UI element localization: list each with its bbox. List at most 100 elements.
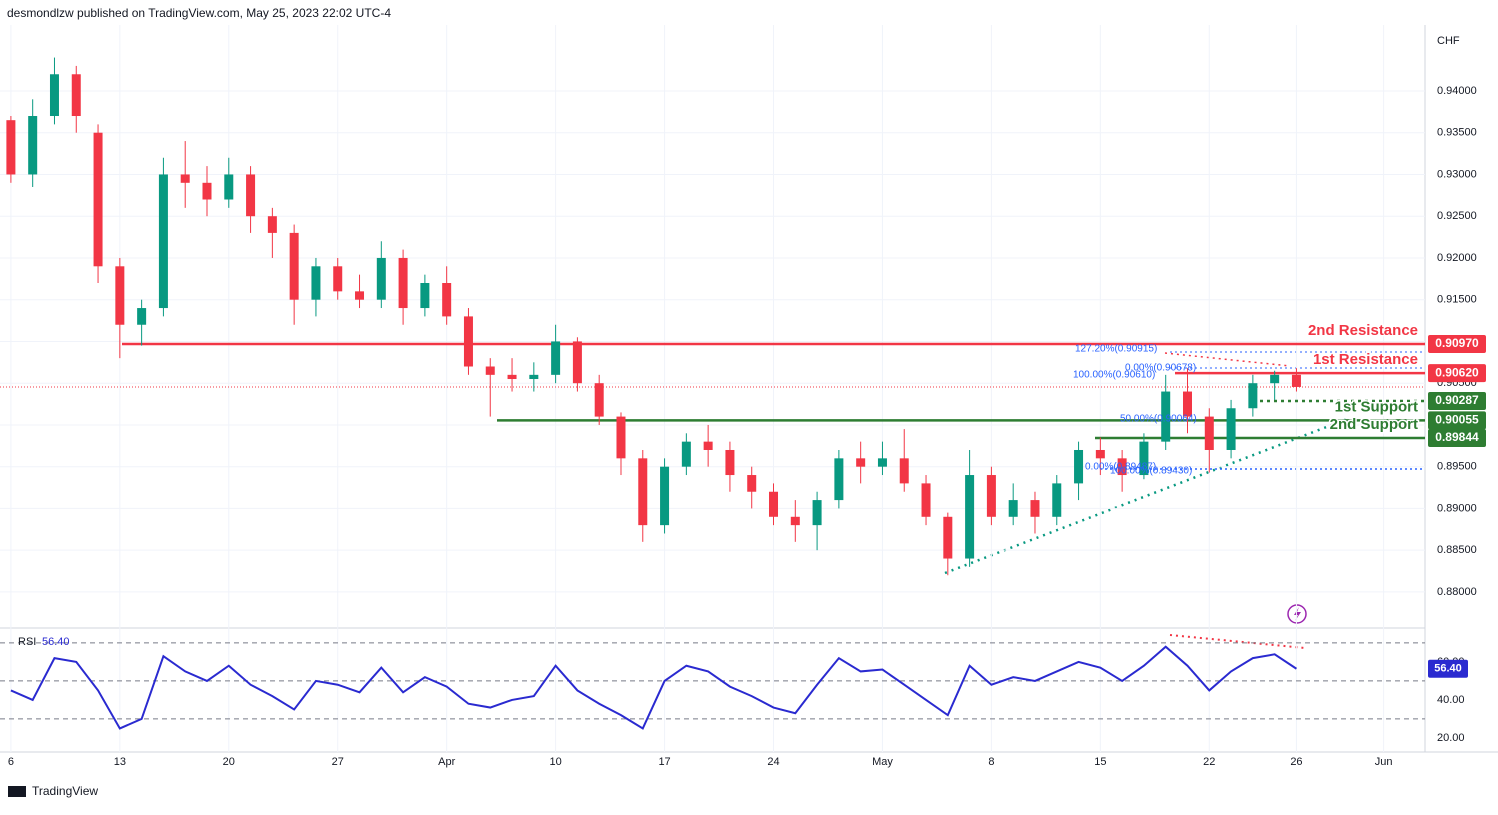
x-tick-label: 20 <box>223 756 235 768</box>
candle-body <box>856 458 866 467</box>
rsi-name: RSI <box>18 636 36 648</box>
fib-label: 100.00%(0.89430) <box>1110 466 1192 477</box>
candle-body <box>1291 374 1301 387</box>
candle-body <box>485 366 495 375</box>
candle-body <box>355 291 365 300</box>
level-badge-label: 0.90970 <box>1435 336 1479 350</box>
x-tick-label: 13 <box>114 756 126 768</box>
level-badge-label: 0.90287 <box>1435 393 1479 407</box>
candle-body <box>1008 500 1018 517</box>
candle-body <box>49 74 59 117</box>
x-tick-label: May <box>872 756 893 768</box>
x-tick-label: 17 <box>658 756 670 768</box>
candle-body <box>376 257 386 300</box>
candle-body <box>333 266 343 292</box>
candle-body <box>790 516 800 526</box>
level-badge <box>1428 428 1486 447</box>
y-tick-label: 0.94000 <box>1437 85 1477 97</box>
x-tick-label: 15 <box>1094 756 1106 768</box>
candle-body <box>703 441 713 450</box>
y-tick-label: 0.88500 <box>1437 544 1477 556</box>
candle-body <box>137 308 147 325</box>
candle-body <box>1030 500 1040 517</box>
rsi-badge-label: 56.40 <box>1434 663 1462 675</box>
candle-body <box>1074 449 1084 484</box>
candle-body <box>93 132 103 267</box>
rsi-tick-label: 40.00 <box>1437 694 1465 706</box>
candle-body <box>71 74 81 117</box>
fib-label: 0.00%(0.90678) <box>1125 363 1196 374</box>
level-name: 2nd Support <box>1330 416 1418 433</box>
event-icon[interactable] <box>1287 604 1307 624</box>
candle-body <box>398 257 408 309</box>
level-badge <box>1428 364 1486 383</box>
x-tick-label: 27 <box>332 756 344 768</box>
rsi-line <box>10 645 1297 730</box>
candle-body <box>1139 441 1149 476</box>
candle-body <box>289 232 299 300</box>
candle-body <box>463 316 473 367</box>
candle-body <box>1226 408 1236 450</box>
fib-label: 100.00%(0.90610) <box>1073 370 1155 381</box>
candle-body <box>551 341 561 375</box>
x-tick-label: Apr <box>438 756 455 768</box>
event-icon-bolt <box>1294 607 1301 621</box>
y-tick-label: 0.93000 <box>1437 168 1477 180</box>
candle-body <box>660 466 670 526</box>
header: desmondlzw published on TradingView.com,… <box>7 6 391 20</box>
candle-body <box>442 283 452 317</box>
candle-body <box>507 374 517 380</box>
x-tick-label: 10 <box>549 756 561 768</box>
candle-body <box>943 516 953 559</box>
candle-body <box>725 449 735 476</box>
candle-body <box>769 491 779 517</box>
candle-body <box>158 174 168 309</box>
level-name: 2nd Resistance <box>1308 322 1418 339</box>
x-tick-label: 24 <box>767 756 779 768</box>
candle-body <box>1161 391 1171 442</box>
candle-body <box>572 341 582 384</box>
candle-body <box>246 174 256 217</box>
rsi-divergence-line <box>1169 634 1306 649</box>
x-tick-label: 8 <box>988 756 994 768</box>
unit: CHF <box>1437 35 1460 47</box>
candle-body <box>115 266 125 325</box>
candle-body <box>1052 483 1062 517</box>
x-tick-label: 26 <box>1290 756 1302 768</box>
candle-body <box>681 441 691 467</box>
candle-body <box>986 475 996 517</box>
candle-body <box>529 374 539 380</box>
candle-body <box>1095 449 1105 459</box>
y-tick-label: 0.93500 <box>1437 127 1477 139</box>
candle-body <box>1183 391 1192 417</box>
candle-body <box>420 283 430 309</box>
level-name: 1st Support <box>1335 398 1418 415</box>
candle-body <box>834 458 844 501</box>
y-tick-label: 0.89000 <box>1437 502 1477 514</box>
x-tick-label: 6 <box>8 756 14 768</box>
y-tick-label: 0.92500 <box>1437 210 1477 222</box>
candle-body <box>638 458 648 526</box>
candle-body <box>921 483 931 517</box>
rsi-badge <box>1428 659 1468 678</box>
fib-label: 0.00%(0.89487) <box>1085 462 1156 473</box>
level-badge-label: 0.89844 <box>1435 430 1479 444</box>
x-tick-label: Jun <box>1375 756 1393 768</box>
level-badge-label: 0.90055 <box>1435 413 1479 427</box>
y-tick-label: 0.89500 <box>1437 461 1477 473</box>
level-name: 1st Resistance <box>1313 351 1418 368</box>
candle-body <box>6 120 16 175</box>
fib-label: 127.20%(0.90915) <box>1075 344 1157 355</box>
logo <box>8 786 26 797</box>
candle-body <box>202 182 212 200</box>
rsi-tick-label: 20.00 <box>1437 732 1465 744</box>
candle-body <box>899 458 909 484</box>
candle-body <box>224 174 234 200</box>
candle-body <box>747 475 757 492</box>
rsi-value: 56.40 <box>42 636 70 648</box>
candle-body <box>267 216 277 233</box>
candle-body <box>28 116 38 175</box>
level-badge <box>1428 391 1486 410</box>
